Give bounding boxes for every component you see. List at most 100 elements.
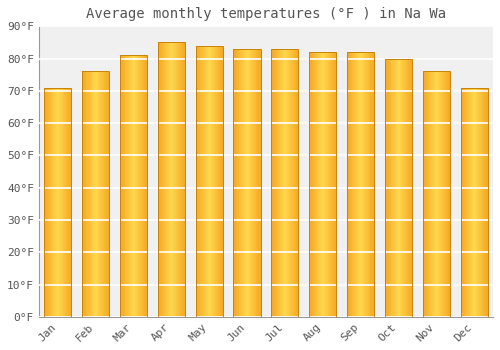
Bar	[282, 49, 283, 317]
Bar	[392, 58, 393, 317]
Bar	[319, 52, 320, 317]
Bar	[425, 71, 426, 317]
Bar	[352, 52, 353, 317]
Bar	[309, 52, 336, 317]
Bar	[325, 52, 326, 317]
Bar	[239, 49, 240, 317]
Bar	[309, 52, 310, 317]
Bar	[283, 49, 284, 317]
Bar	[102, 71, 103, 317]
Bar	[470, 88, 471, 317]
Bar	[286, 49, 287, 317]
Bar	[395, 58, 396, 317]
Bar	[390, 58, 391, 317]
Bar	[52, 88, 53, 317]
Bar	[145, 55, 146, 317]
Bar	[202, 46, 203, 317]
Bar	[279, 49, 280, 317]
Bar	[396, 58, 397, 317]
Bar	[428, 71, 429, 317]
Bar	[259, 49, 260, 317]
Bar	[241, 49, 242, 317]
Bar	[294, 49, 295, 317]
Bar	[49, 88, 50, 317]
Bar	[101, 71, 102, 317]
Bar	[320, 52, 321, 317]
Bar	[331, 52, 332, 317]
Bar	[184, 42, 185, 317]
Bar	[103, 71, 104, 317]
Bar	[479, 88, 480, 317]
Bar	[449, 71, 450, 317]
Bar	[163, 42, 164, 317]
Bar	[318, 52, 319, 317]
Bar	[82, 71, 109, 317]
Bar	[219, 46, 220, 317]
Bar	[61, 88, 62, 317]
Bar	[246, 49, 247, 317]
Bar	[57, 88, 58, 317]
Bar	[448, 71, 449, 317]
Bar	[240, 49, 241, 317]
Bar	[473, 88, 474, 317]
Bar	[146, 55, 147, 317]
Bar	[204, 46, 205, 317]
Bar	[248, 49, 249, 317]
Bar	[200, 46, 201, 317]
Bar	[67, 88, 68, 317]
Bar	[432, 71, 433, 317]
Bar	[68, 88, 69, 317]
Bar	[215, 46, 216, 317]
Bar	[53, 88, 54, 317]
Bar	[483, 88, 484, 317]
Bar	[399, 58, 400, 317]
Bar	[222, 46, 223, 317]
Bar	[278, 49, 279, 317]
Bar	[142, 55, 144, 317]
Bar	[236, 49, 237, 317]
Bar	[429, 71, 430, 317]
Bar	[477, 88, 478, 317]
Bar	[295, 49, 296, 317]
Bar	[347, 52, 348, 317]
Bar	[321, 52, 322, 317]
Bar	[44, 88, 72, 317]
Bar	[467, 88, 468, 317]
Bar	[433, 71, 434, 317]
Bar	[271, 49, 272, 317]
Bar	[290, 49, 291, 317]
Bar	[198, 46, 199, 317]
Bar	[136, 55, 138, 317]
Bar	[481, 88, 482, 317]
Bar	[238, 49, 239, 317]
Bar	[99, 71, 100, 317]
Bar	[255, 49, 256, 317]
Bar	[310, 52, 312, 317]
Bar	[431, 71, 432, 317]
Bar	[168, 42, 169, 317]
Bar	[332, 52, 333, 317]
Bar	[292, 49, 293, 317]
Bar	[90, 71, 91, 317]
Bar	[197, 46, 198, 317]
Bar	[296, 49, 297, 317]
Bar	[141, 55, 142, 317]
Bar	[468, 88, 469, 317]
Bar	[312, 52, 313, 317]
Bar	[84, 71, 85, 317]
Bar	[243, 49, 244, 317]
Bar	[411, 58, 412, 317]
Bar	[351, 52, 352, 317]
Bar	[327, 52, 328, 317]
Bar	[462, 88, 463, 317]
Bar	[404, 58, 405, 317]
Bar	[353, 52, 354, 317]
Bar	[56, 88, 57, 317]
Bar	[216, 46, 217, 317]
Bar	[179, 42, 180, 317]
Bar	[277, 49, 278, 317]
Bar	[104, 71, 105, 317]
Bar	[129, 55, 130, 317]
Bar	[235, 49, 236, 317]
Bar	[144, 55, 145, 317]
